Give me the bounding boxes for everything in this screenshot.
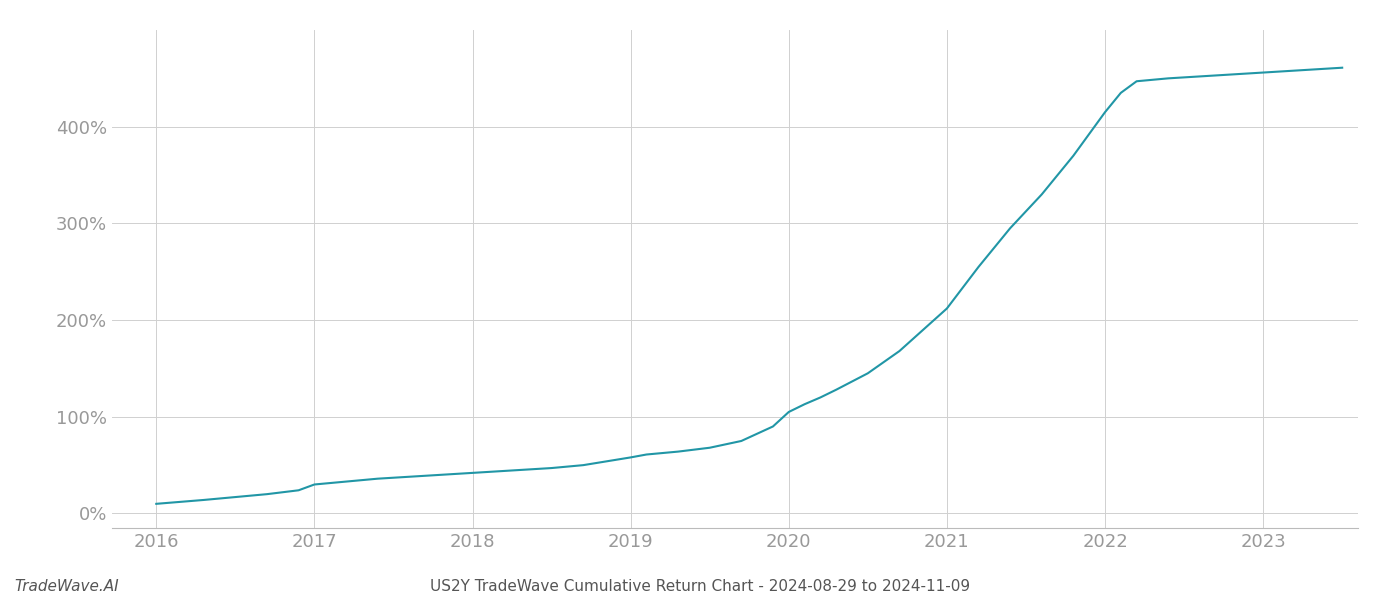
Text: US2Y TradeWave Cumulative Return Chart - 2024-08-29 to 2024-11-09: US2Y TradeWave Cumulative Return Chart -… (430, 579, 970, 594)
Text: TradeWave.AI: TradeWave.AI (14, 579, 119, 594)
